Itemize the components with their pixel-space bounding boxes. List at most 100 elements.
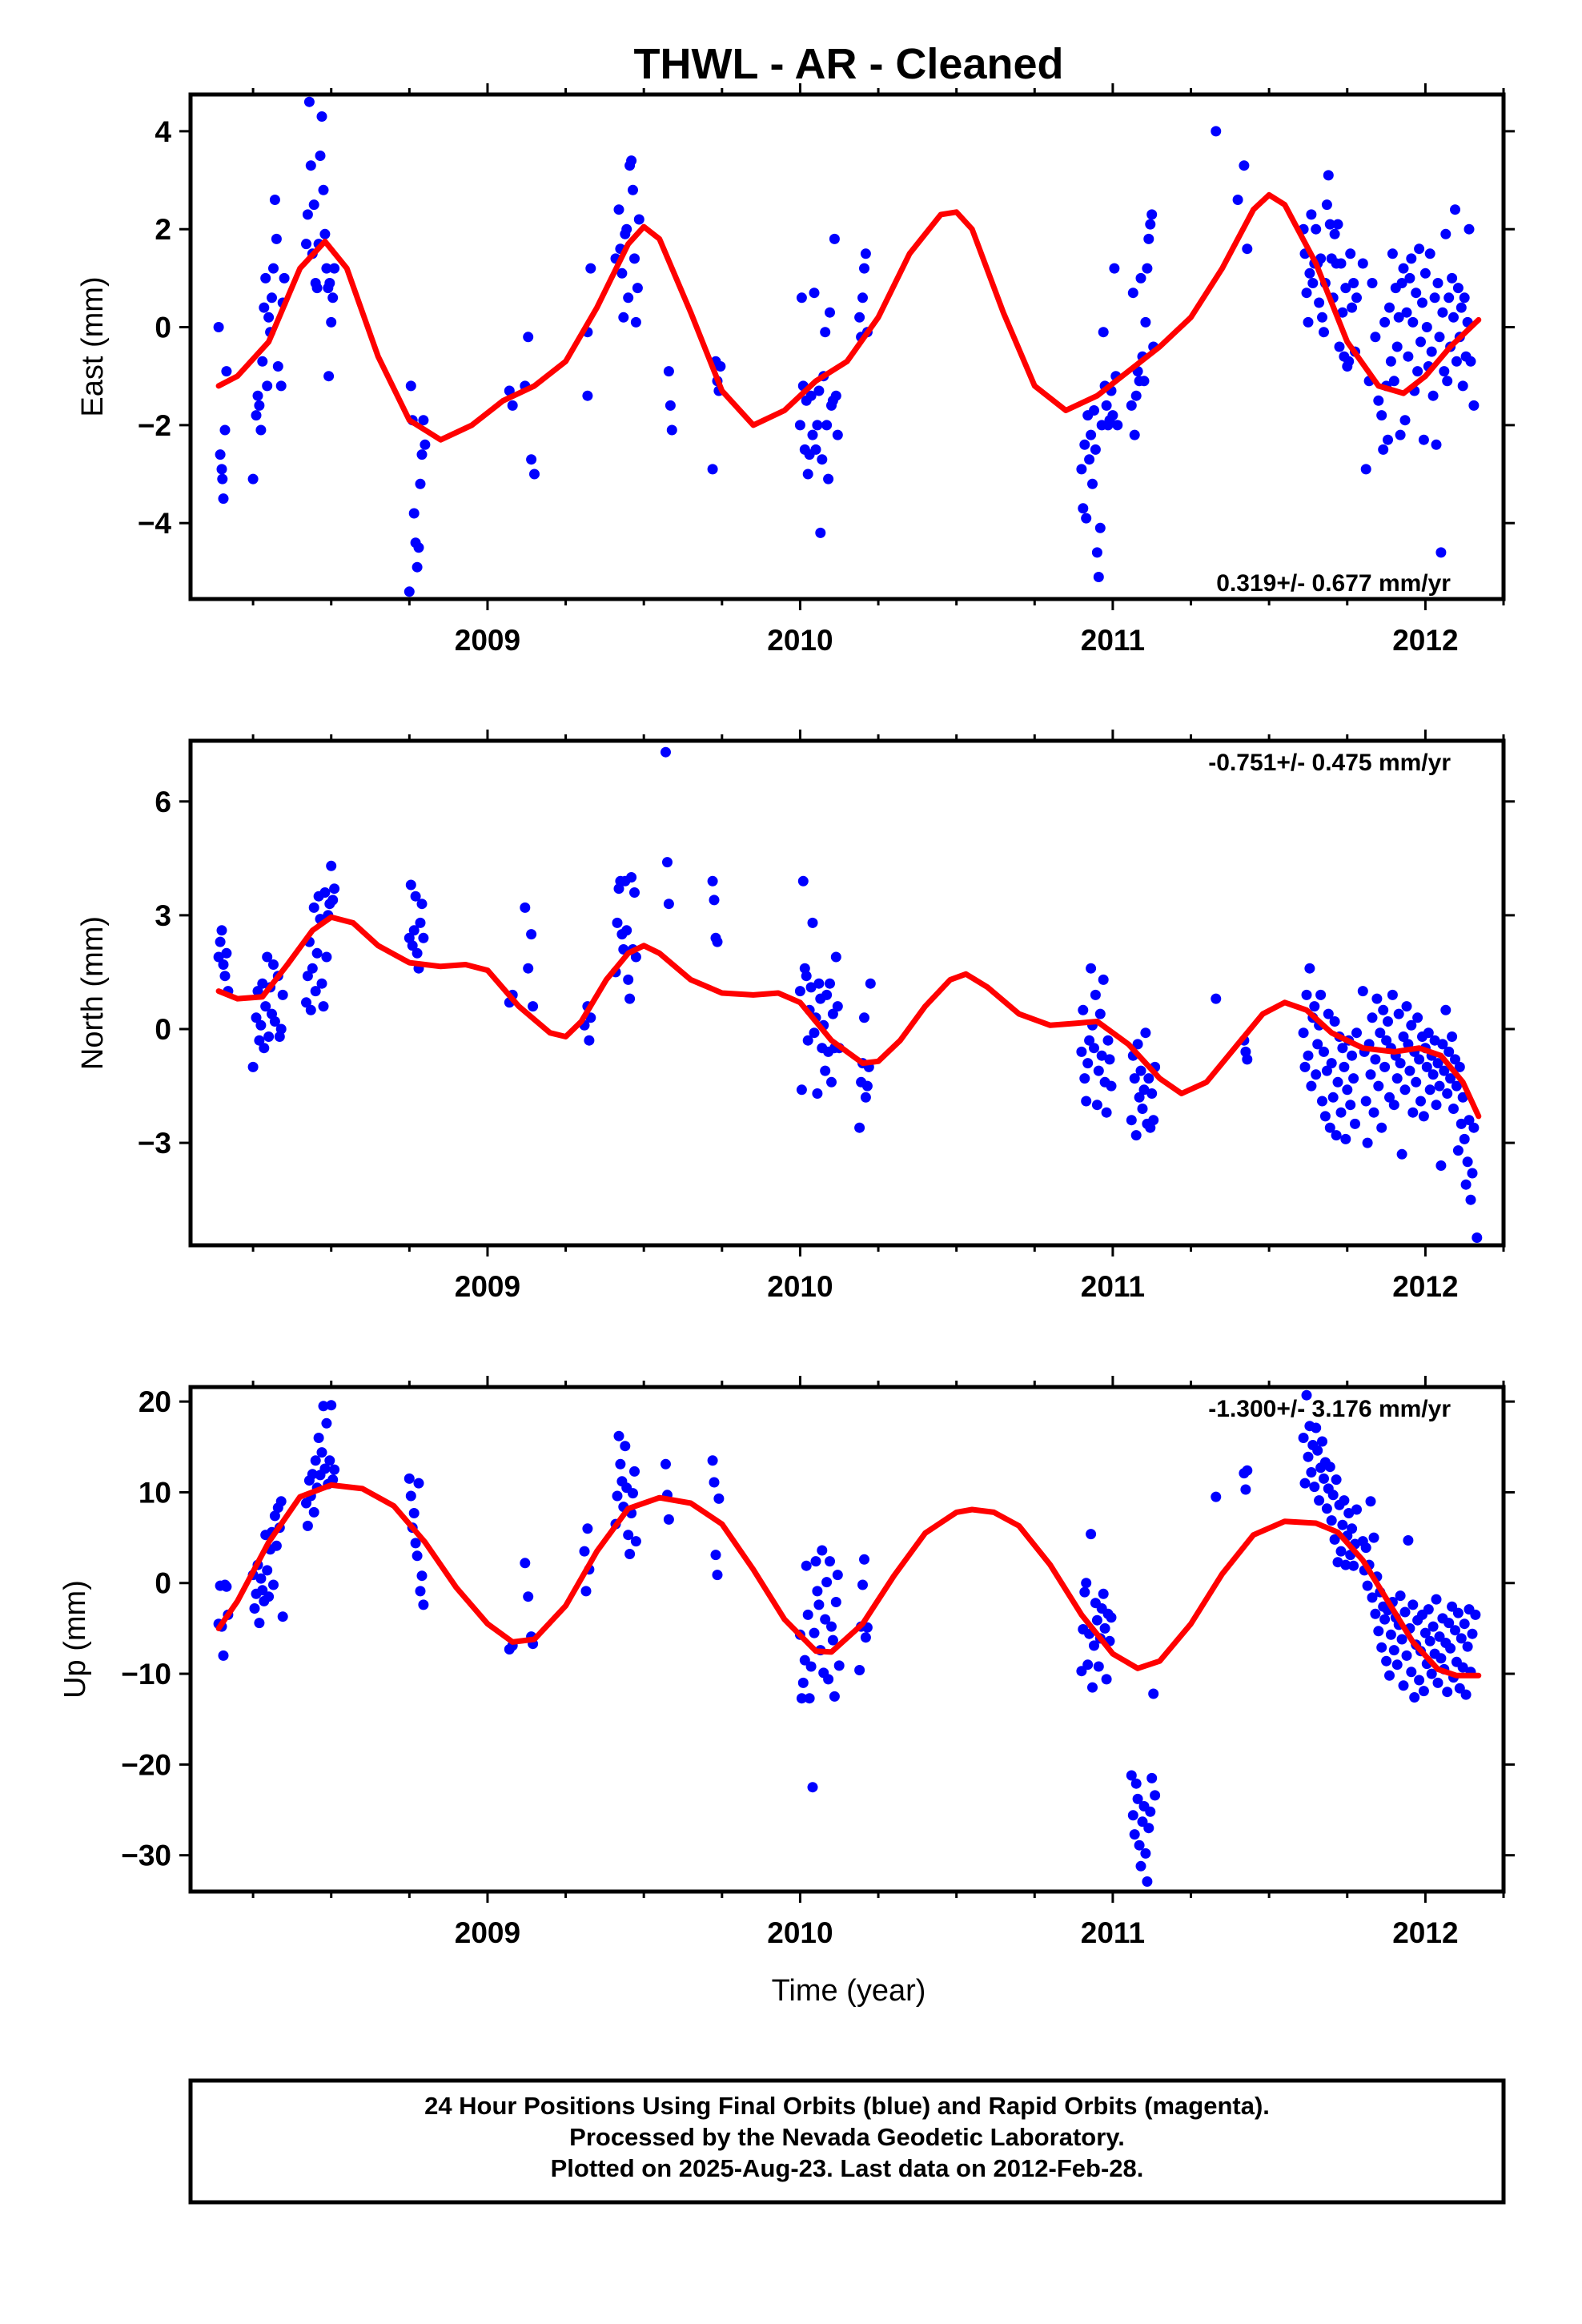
- east-data-point: [1094, 522, 1106, 533]
- up-data-point: [1368, 1532, 1379, 1543]
- up-data-point: [1319, 1473, 1329, 1484]
- north-data-point: [1350, 1118, 1360, 1129]
- east-data-point: [1357, 258, 1368, 269]
- north-y-axis-label: North (mm): [76, 916, 110, 1070]
- north-data-point: [860, 1092, 871, 1103]
- up-data-point: [1317, 1436, 1327, 1447]
- up-data-point: [823, 1674, 834, 1685]
- north-data-point: [1443, 1046, 1455, 1057]
- east-y-tick-label: −2: [138, 409, 171, 442]
- up-data-point: [255, 1573, 267, 1584]
- up-data-point: [830, 1597, 841, 1607]
- up-data-point: [833, 1660, 845, 1671]
- up-data-point: [1454, 1683, 1465, 1694]
- north-data-point: [215, 936, 226, 947]
- east-data-point: [830, 390, 841, 401]
- east-data-point: [812, 420, 823, 431]
- north-data-point: [1370, 1054, 1381, 1065]
- north-data-point: [329, 883, 340, 895]
- up-data-point: [1091, 1614, 1102, 1626]
- up-data-point: [408, 1508, 420, 1518]
- up-data-point: [1431, 1594, 1442, 1605]
- east-data-point: [810, 444, 821, 455]
- east-data-point: [813, 385, 825, 396]
- north-data-point: [415, 917, 426, 928]
- up-data-point: [1129, 1829, 1140, 1840]
- north-data-point: [1347, 1050, 1358, 1061]
- north-data-point: [1146, 1088, 1158, 1099]
- north-data-point: [1093, 1065, 1104, 1076]
- north-data-point: [1324, 1122, 1335, 1133]
- up-data-point: [302, 1520, 313, 1531]
- up-data-point: [580, 1586, 592, 1597]
- east-data-point: [1418, 434, 1429, 445]
- east-frame: [188, 92, 1506, 601]
- east-data-point: [1138, 376, 1150, 387]
- east-data-point: [1385, 356, 1396, 367]
- up-data-point: [1388, 1645, 1399, 1656]
- up-data-point: [1130, 1778, 1142, 1789]
- east-data-point: [1370, 332, 1381, 343]
- east-data-point: [1373, 395, 1384, 406]
- east-data-point: [663, 366, 674, 377]
- east-data-point: [1439, 366, 1450, 377]
- north-model-curve: [215, 914, 1482, 1120]
- north-plot-area: [213, 746, 1483, 1243]
- up-data-point: [805, 1661, 817, 1672]
- up-data-point: [661, 1458, 671, 1470]
- up-data-point: [1321, 1503, 1332, 1514]
- north-data-point: [1129, 1073, 1140, 1084]
- up-y-tick-label: −20: [121, 1748, 171, 1781]
- up-data-point: [807, 1782, 818, 1793]
- east-data-point: [1407, 316, 1419, 328]
- north-data-point: [1329, 1016, 1340, 1027]
- up-data-point: [624, 1549, 636, 1559]
- up-data-point: [218, 1650, 229, 1661]
- north-data-point: [709, 895, 720, 906]
- up-data-point: [307, 1469, 318, 1480]
- up-data-point: [1424, 1635, 1435, 1647]
- up-data-point: [1132, 1793, 1143, 1804]
- north-data-point: [1381, 1035, 1392, 1046]
- north-data-point: [252, 986, 263, 997]
- north-data-point: [1432, 1058, 1443, 1069]
- north-data-point: [1378, 1004, 1389, 1015]
- east-data-point: [1452, 283, 1464, 294]
- up-x-tick-label: 2012: [1392, 1916, 1458, 1949]
- north-data-point: [1309, 1001, 1320, 1012]
- east-data-point: [279, 272, 290, 283]
- up-data-point: [1450, 1625, 1460, 1636]
- north-data-point: [1094, 1008, 1106, 1019]
- north-data-point: [1462, 1156, 1473, 1168]
- north-data-point: [1450, 1054, 1460, 1065]
- up-data-point: [710, 1550, 721, 1561]
- north-data-point: [621, 925, 632, 936]
- north-data-point: [1137, 1104, 1148, 1114]
- north-data-point: [302, 971, 313, 982]
- up-data-point: [797, 1677, 809, 1688]
- up-data-point: [829, 1691, 840, 1702]
- north-data-point: [1435, 1160, 1447, 1171]
- north-data-point: [1384, 1092, 1395, 1103]
- east-data-point: [1130, 390, 1142, 401]
- north-data-point: [1078, 1004, 1089, 1015]
- east-data-point: [260, 272, 271, 283]
- east-data-point: [308, 199, 319, 211]
- north-data-point: [418, 932, 429, 943]
- north-data-point: [624, 993, 636, 1004]
- east-data-point: [1435, 547, 1447, 558]
- east-x-tick-label: 2009: [455, 624, 520, 657]
- east-data-point: [329, 263, 340, 274]
- east-data-point: [1129, 429, 1140, 440]
- east-data-point: [311, 283, 323, 294]
- east-data-point: [1384, 302, 1395, 313]
- east-data-point: [1319, 327, 1329, 338]
- north-data-point: [1357, 986, 1368, 997]
- up-data-point: [809, 1627, 820, 1638]
- north-data-point: [1399, 1084, 1411, 1096]
- up-data-point: [1467, 1628, 1478, 1639]
- north-x-tick-label: 2012: [1392, 1270, 1458, 1303]
- north-data-point: [797, 875, 809, 887]
- up-data-point: [262, 1565, 273, 1576]
- up-data-point: [418, 1599, 429, 1610]
